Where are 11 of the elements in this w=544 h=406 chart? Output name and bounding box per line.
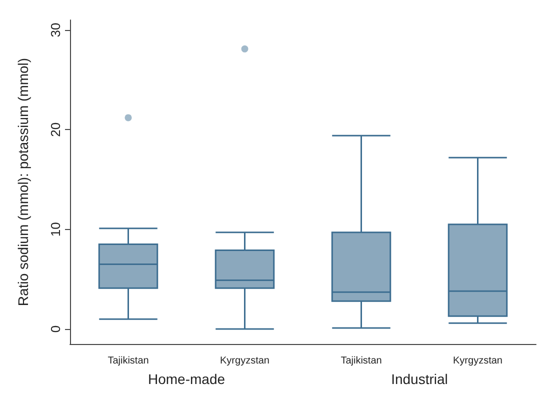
x-tick-label: Kyrgyzstan (220, 356, 270, 366)
y-tick-label: 30 (48, 22, 63, 38)
y-axis-title: Ratio sodium (mmol): potassium (mmol) (15, 58, 31, 306)
text: Home-made (148, 371, 226, 387)
x-tick-label: Tajikistan (108, 356, 149, 366)
x-tick-label: Tajikistan (340, 356, 382, 366)
y-tick-label: 20 (48, 122, 63, 137)
text: Industrial (391, 371, 448, 387)
y-tick-label: 0 (48, 325, 63, 333)
x-tick-label: Kyrgyzstan (453, 356, 502, 366)
y-tick-label: 10 (48, 222, 63, 237)
